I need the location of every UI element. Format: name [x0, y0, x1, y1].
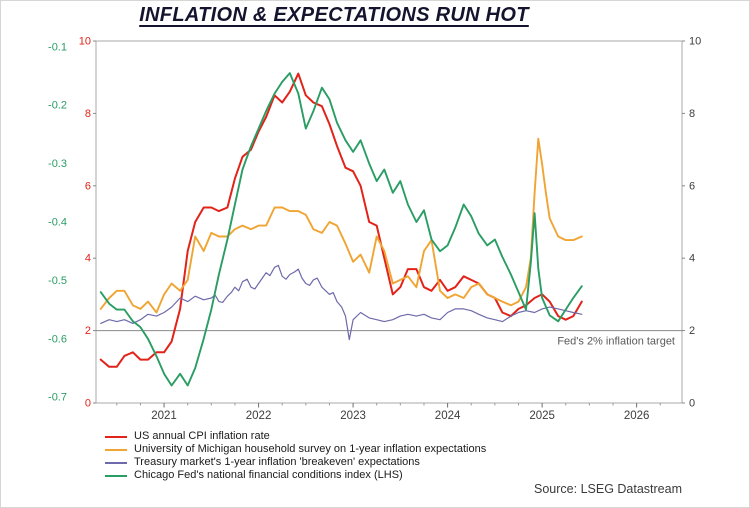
legend-item: University of Michigan household survey …	[105, 443, 486, 456]
legend-swatch-umich	[105, 448, 127, 451]
lhs-green-tick-label: -0.1	[48, 41, 67, 53]
left-red-tick-label: 6	[85, 180, 91, 192]
legend-swatch-cpi	[105, 435, 127, 438]
lhs-green-tick-label: -0.2	[48, 100, 67, 112]
lhs-green-tick-label: -0.6	[48, 333, 67, 345]
source-credit: Source: LSEG Datastream	[534, 482, 682, 496]
x-tick-label: 2025	[529, 410, 555, 422]
lhs-green-tick-label: -0.7	[48, 392, 67, 404]
value-axes: 0 0 2 2 4 4 6 6 8 8 10 10 -0.1 -0.2 -0.3 -0.4 -0.5 -0.6 -0…	[48, 36, 701, 410]
legend-label: University of Michigan household survey …	[134, 443, 487, 455]
right-tick-label: 6	[689, 180, 695, 192]
fed-target-label: Fed's 2% inflation target	[557, 336, 675, 348]
right-tick-label: 8	[689, 108, 695, 120]
right-tick-label: 2	[689, 325, 695, 337]
legend-label: US annual CPI inflation rate	[134, 430, 270, 442]
right-tick-label: 4	[689, 253, 695, 265]
left-red-tick-label: 4	[85, 253, 91, 265]
series-line-0	[99, 72, 583, 368]
lhs-green-tick-label: -0.3	[48, 158, 67, 170]
series-line-1	[99, 137, 583, 314]
legend-item: Chicago Fed's national financial conditi…	[105, 469, 486, 482]
x-axis: 2021 2022 2023 2024 2025 2026	[116, 403, 661, 422]
x-tick-label: 2021	[151, 410, 177, 422]
right-tick-label: 10	[689, 36, 701, 48]
chart-legend: US annual CPI inflation rate University …	[105, 430, 486, 482]
legend-swatch-breakeven	[105, 461, 127, 464]
x-tick-label: 2023	[340, 410, 366, 422]
left-red-tick-label: 8	[85, 108, 91, 120]
legend-item: Treasury market's 1-year inflation 'brea…	[105, 456, 486, 469]
right-tick-label: 0	[689, 398, 695, 410]
legend-label: Treasury market's 1-year inflation 'brea…	[134, 456, 420, 468]
left-red-tick-label: 2	[85, 325, 91, 337]
x-tick-label: 2026	[624, 410, 650, 422]
left-red-tick-label: 0	[85, 398, 91, 410]
lhs-green-tick-label: -0.4	[48, 217, 67, 229]
lhs-green-tick-label: -0.5	[48, 275, 67, 287]
x-tick-label: 2022	[246, 410, 272, 422]
legend-swatch-nfci	[105, 474, 127, 477]
plot-border	[95, 40, 683, 404]
legend-item: US annual CPI inflation rate	[105, 430, 486, 443]
series-line-3	[99, 72, 583, 387]
chart-title: INFLATION & EXPECTATIONS RUN HOT	[139, 4, 529, 26]
legend-label: Chicago Fed's national financial conditi…	[134, 469, 403, 481]
left-red-tick-label: 10	[79, 36, 91, 48]
x-tick-label: 2024	[435, 410, 461, 422]
series-line-2	[100, 264, 583, 341]
